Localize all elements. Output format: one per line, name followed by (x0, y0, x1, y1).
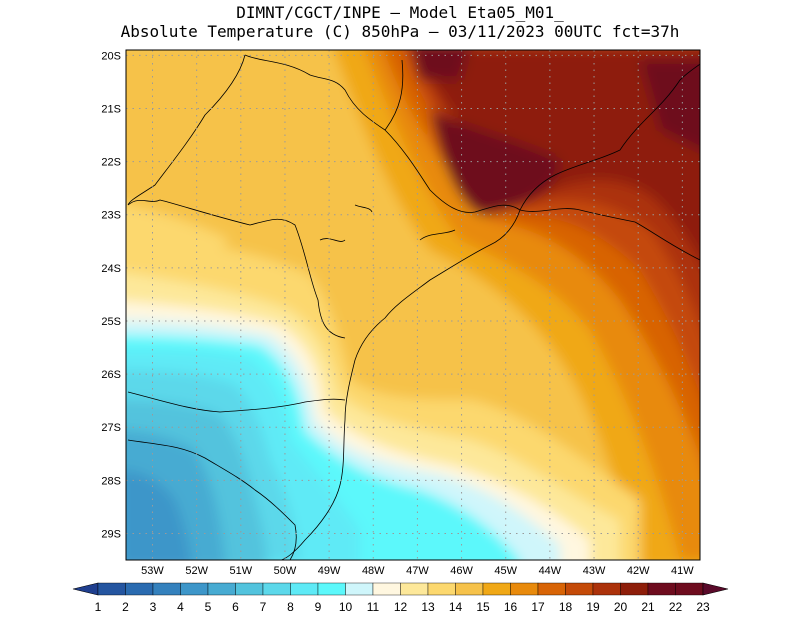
boundaries (127, 54, 700, 560)
colorbar-segment (400, 582, 429, 596)
lon-tick-label: 45W (494, 565, 517, 577)
lat-tick-label: 25S (101, 316, 121, 328)
colorbar-segment (675, 582, 704, 596)
colorbar-label: 2 (122, 600, 129, 614)
colorbar-segment (510, 582, 539, 596)
temperature-field (126, 50, 700, 560)
colorbar-label: 14 (449, 600, 463, 614)
colorbar: 1 2 3 4 5 6 7 8 9 10 11 12 13 14 15 16 17 18 19 20 21 22 23 (72, 582, 729, 614)
colorbar-segment (647, 582, 676, 596)
colorbar-label: 8 (287, 600, 294, 614)
lat-lon-grid (126, 50, 700, 560)
colorbar-segment (455, 582, 484, 596)
colorbar-segment (262, 582, 291, 596)
lon-tick-label: 52W (185, 565, 208, 577)
plot-frame (125, 49, 701, 561)
colorbar-segment (152, 582, 181, 596)
colorbar-segment (427, 582, 456, 596)
lon-tick-label: 42W (627, 565, 650, 577)
title-line-2: Absolute Temperature (C) 850hPa – 03/11/… (120, 22, 680, 41)
colorbar-label: 20 (614, 600, 628, 614)
colorbar-segment (372, 582, 401, 596)
colorbar-segment (235, 582, 264, 596)
colorbar-segment (482, 582, 511, 596)
lon-tick-label: 48W (362, 565, 385, 577)
lon-tick-label: 51W (229, 565, 252, 577)
colorbar-label: 17 (531, 600, 545, 614)
colorbar-segment (207, 582, 236, 596)
colorbar-label: 12 (394, 600, 408, 614)
colorbar-label: 15 (476, 600, 490, 614)
colorbar-upper-arrow (702, 582, 729, 596)
colorbar-segment (345, 582, 374, 596)
lat-tick-label: 21S (101, 103, 121, 115)
lat-tick-label: 28S (101, 475, 121, 487)
colorbar-label: 4 (177, 600, 184, 614)
colorbar-label: 7 (260, 600, 267, 614)
colorbar-label: 23 (696, 600, 710, 614)
colorbar-segment (125, 582, 154, 596)
colorbar-segment (620, 582, 649, 596)
colorbar-segment (537, 582, 566, 596)
lat-tick-label: 27S (101, 422, 121, 434)
colorbar-label: 1 (95, 600, 102, 614)
lat-tick-label: 23S (101, 210, 121, 222)
colorbar-segment (290, 582, 319, 596)
title-line-1: DIMNT/CGCT/INPE – Model Eta05_M01_ (236, 3, 564, 22)
colorbar-label: 13 (421, 600, 435, 614)
colorbar-label: 22 (669, 600, 683, 614)
colorbar-label: 9 (315, 600, 322, 614)
lon-tick-label: 50W (274, 565, 297, 577)
colorbar-segment (180, 582, 209, 596)
colorbar-lower-arrow (72, 582, 99, 596)
lat-tick-label: 29S (101, 528, 121, 540)
lon-tick-label: 46W (450, 565, 473, 577)
lat-tick-label: 20S (101, 50, 121, 62)
lat-tick-label: 24S (101, 263, 121, 275)
colorbar-label: 18 (559, 600, 573, 614)
colorbar-label: 5 (205, 600, 212, 614)
colorbar-segment (565, 582, 594, 596)
lon-tick-label: 41W (671, 565, 694, 577)
colorbar-label: 3 (150, 600, 157, 614)
lat-tick-label: 22S (101, 157, 121, 169)
colorbar-label: 11 (367, 600, 380, 614)
colorbar-label: 10 (339, 600, 353, 614)
lon-tick-label: 49W (318, 565, 341, 577)
lon-tick-label: 44W (539, 565, 562, 577)
colorbar-label: 6 (232, 600, 239, 614)
lon-tick-label: 53W (141, 565, 164, 577)
colorbar-label: 19 (586, 600, 600, 614)
colorbar-label: 16 (504, 600, 518, 614)
lon-tick-label: 47W (406, 565, 429, 577)
colorbar-segment (97, 582, 126, 596)
colorbar-segment (317, 582, 346, 596)
colorbar-label: 21 (641, 600, 655, 614)
colorbar-segment (592, 582, 621, 596)
lat-tick-label: 26S (101, 369, 121, 381)
lon-tick-label: 43W (583, 565, 606, 577)
